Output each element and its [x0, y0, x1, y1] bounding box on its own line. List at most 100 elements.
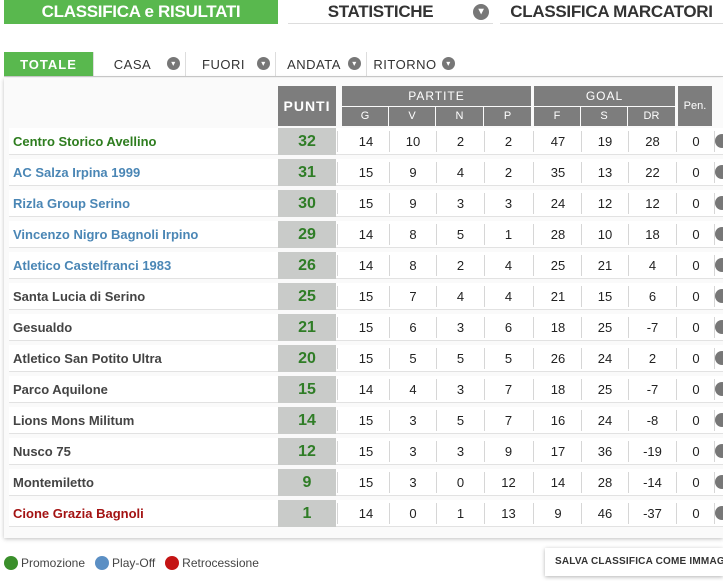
stat-cell-pen: 0	[692, 413, 700, 428]
row-expand-icon[interactable]	[715, 134, 723, 148]
row-expand-icon[interactable]	[715, 196, 723, 210]
team-name[interactable]: Montemiletto	[13, 475, 94, 490]
stat-cell-g: 15	[358, 320, 374, 335]
cell-divider	[337, 224, 338, 245]
points-cell: 31	[278, 159, 336, 186]
stat-cell-n: 1	[456, 506, 465, 521]
cell-divider	[628, 317, 629, 338]
save-standings-image-button[interactable]: SALVA CLASSIFICA COME IMMAGINE	[545, 548, 723, 576]
stat-cell-n: 5	[456, 413, 465, 428]
cell-divider	[389, 317, 390, 338]
cell-divider	[581, 131, 582, 152]
cell-divider	[581, 162, 582, 183]
team-name[interactable]: Santa Lucia di Serino	[13, 289, 146, 304]
stat-cell-s: 10	[597, 227, 613, 242]
row-expand-icon[interactable]	[715, 413, 723, 427]
cell-divider	[676, 193, 677, 214]
table-row[interactable]: Atletico Castelfranci 1983 26 14 8 2 4 25 21 4 0	[9, 252, 723, 279]
chevron-down-icon[interactable]: ▾	[348, 57, 361, 70]
table-row[interactable]: Atletico San Potito Ultra 20 15 5 5 5 26 24 2 0	[9, 345, 723, 372]
team-name[interactable]: Gesualdo	[13, 320, 73, 335]
table-row[interactable]: Lions Mons Militum 14 15 3 5 7 16 24 -8 0	[9, 407, 723, 434]
team-name[interactable]: Lions Mons Militum	[13, 413, 135, 428]
stat-cell-p: 9	[504, 444, 513, 459]
stat-cell-f: 18	[550, 382, 566, 397]
row-expand-icon[interactable]	[715, 320, 723, 334]
table-row[interactable]: Parco Aquilone 15 14 4 3 7 18 25 -7 0	[9, 376, 723, 403]
chevron-down-icon[interactable]: ▾	[473, 4, 489, 20]
cell-divider	[628, 255, 629, 276]
header-goal: GOAL	[534, 86, 675, 106]
team-name[interactable]: Atletico San Potito Ultra	[13, 351, 162, 366]
chevron-down-icon[interactable]: ▾	[257, 57, 270, 70]
row-expand-icon[interactable]	[715, 444, 723, 458]
stat-cell-n: 5	[456, 351, 465, 366]
row-expand-icon[interactable]	[715, 227, 723, 241]
standings-table: PUNTI PARTITE G V N P GOAL F S DR Pen. C…	[4, 78, 723, 538]
team-name[interactable]: Vincenzo Nigro Bagnoli Irpino	[13, 227, 199, 242]
subtab-casa[interactable]: CASA ▾	[94, 52, 186, 76]
team-name[interactable]: Atletico Castelfranci 1983	[13, 258, 172, 273]
team-name[interactable]: Rizla Group Serino	[13, 196, 131, 211]
cell-divider	[676, 441, 677, 462]
stat-cell-g: 14	[358, 227, 374, 242]
table-row[interactable]: Centro Storico Avellino 32 14 10 2 2 47 19 28 0	[9, 128, 723, 155]
row-expand-icon[interactable]	[715, 506, 723, 520]
stat-cell-dr: 22	[645, 165, 660, 180]
cell-divider	[337, 441, 338, 462]
cell-divider	[389, 441, 390, 462]
row-expand-icon[interactable]	[715, 258, 723, 272]
table-row[interactable]: Rizla Group Serino 30 15 9 3 3 24 12 12 0	[9, 190, 723, 217]
cell-divider	[533, 410, 534, 431]
team-name[interactable]: Centro Storico Avellino	[13, 134, 157, 149]
table-row[interactable]: AC Salza Irpina 1999 31 15 9 4 2 35 13 22 0	[9, 159, 723, 186]
table-row[interactable]: Nusco 75 12 15 3 3 9 17 36 -19 0	[9, 438, 723, 465]
team-name[interactable]: Cione Grazia Bagnoli	[13, 506, 144, 521]
header-pen: Pen.	[678, 86, 712, 126]
table-row[interactable]: Cione Grazia Bagnoli 1 14 0 1 13 9 46 -37 0	[9, 500, 723, 527]
stat-cell-g: 15	[358, 351, 374, 366]
table-row[interactable]: Gesualdo 21 15 6 3 6 18 25 -7 0	[9, 314, 723, 341]
cell-divider	[337, 131, 338, 152]
subtab-andata[interactable]: ANDATA ▾	[276, 52, 367, 76]
subtab-fuori[interactable]: FUORI ▾	[186, 52, 276, 76]
team-name[interactable]: Parco Aquilone	[13, 382, 108, 397]
stat-cell-s: 25	[597, 382, 613, 397]
team-name[interactable]: Nusco 75	[13, 444, 71, 459]
header-p: P	[484, 107, 531, 126]
cell-divider	[533, 441, 534, 462]
stat-cell-f: 24	[550, 196, 566, 211]
stat-cell-pen: 0	[692, 196, 700, 211]
stat-cell-v: 4	[409, 382, 417, 397]
chevron-down-icon[interactable]: ▾	[442, 57, 455, 70]
cell-divider	[337, 286, 338, 307]
row-expand-icon[interactable]	[715, 351, 723, 365]
cell-divider	[436, 255, 437, 276]
table-row[interactable]: Santa Lucia di Serino 25 15 7 4 4 21 15 6 0	[9, 283, 723, 310]
stat-cell-n: 3	[456, 382, 465, 397]
stat-cell-s: 24	[597, 351, 613, 366]
stat-cell-v: 3	[409, 475, 417, 490]
subtab-ritorno[interactable]: RITORNO ▾	[367, 52, 457, 76]
points-cell: 12	[278, 438, 336, 465]
chevron-down-icon[interactable]: ▾	[167, 57, 180, 70]
row-expand-icon[interactable]	[715, 475, 723, 489]
points-cell: 32	[278, 128, 336, 155]
cell-divider	[337, 255, 338, 276]
row-expand-icon[interactable]	[715, 289, 723, 303]
cell-divider	[676, 472, 677, 493]
row-expand-icon[interactable]	[715, 165, 723, 179]
cell-divider	[581, 379, 582, 400]
tab-statistiche[interactable]: STATISTICHE ▾	[288, 0, 493, 24]
subtab-totale[interactable]: TOTALE	[4, 52, 94, 76]
cell-divider	[389, 472, 390, 493]
tab-classifica-marcatori[interactable]: CLASSIFICA MARCATORI	[500, 0, 723, 24]
team-name[interactable]: AC Salza Irpina 1999	[13, 165, 141, 180]
cell-divider	[484, 255, 485, 276]
table-row[interactable]: Vincenzo Nigro Bagnoli Irpino 29 14 8 5 1 28 10…	[9, 221, 723, 248]
cell-divider	[484, 503, 485, 524]
row-expand-icon[interactable]	[715, 382, 723, 396]
table-row[interactable]: Montemiletto 9 15 3 0 12 14 28 -14 0	[9, 469, 723, 496]
tab-classifica-risultati[interactable]: CLASSIFICA e RISULTATI	[4, 0, 278, 24]
cell-divider	[484, 193, 485, 214]
